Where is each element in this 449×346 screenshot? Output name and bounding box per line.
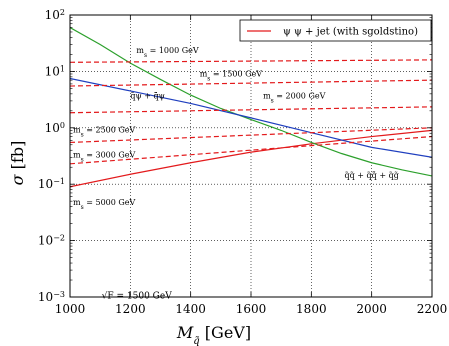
series-line-0 (70, 129, 432, 188)
series-line-6 (70, 127, 432, 144)
series-line-1 (70, 26, 432, 177)
legend: ψ ψ + jet (with sgoldstino) (239, 19, 432, 42)
y-axis-title: σ [fb] (8, 141, 27, 186)
y-tick-label: 10−1 (38, 177, 65, 192)
legend-box (239, 19, 432, 42)
x-tick-label: 1200 (115, 302, 146, 316)
annotation-sqq: q̃q̃ + q̃q̄̃ + q̃g̃ (345, 171, 399, 180)
legend-label: ψ ψ + jet (with sgoldstino) (283, 27, 418, 38)
annotation-ms1000: ms = 1000 GeV (136, 46, 199, 59)
series-line-7 (70, 135, 432, 165)
x-tick-label: 2200 (417, 302, 448, 316)
series-line-2 (70, 77, 432, 158)
y-tick-label: 10−3 (38, 290, 65, 305)
annotation-ms3000: ms = 3000 GeV (73, 150, 136, 163)
y-tick-label: 102 (45, 8, 65, 23)
series-line-4 (70, 79, 432, 87)
annotation-ms2000: ms = 2000 GeV (263, 92, 326, 105)
annotation-ms1500: ms = 1500 GeV (200, 69, 263, 82)
y-tick-label: 100 (45, 120, 65, 135)
annotation-sqrtF: √F = 1500 GeV (102, 290, 173, 301)
x-tick-label: 1000 (55, 302, 86, 316)
grid (70, 15, 432, 297)
series-line-3 (70, 59, 432, 63)
x-tick-label: 1400 (175, 302, 206, 316)
annotation-ms5000: ms = 5000 GeV (73, 198, 136, 211)
ticks: 1000 1200 1400 1600 1800 2000 2200 10−3 10−2 10−1… (38, 8, 447, 317)
y-tick-label: 10−2 (38, 233, 65, 248)
x-tick-label: 1800 (296, 302, 327, 316)
series-layer (70, 26, 432, 188)
y-tick-label: 101 (45, 64, 65, 79)
annotations: ms = 1000 GeV ms = 1500 GeV q̃ψ + q̄̃ψ m… (73, 46, 399, 301)
series-line-5 (70, 106, 432, 114)
x-tick-label: 1600 (236, 302, 267, 316)
annotation-ms2500: ms = 2500 GeV (73, 126, 136, 139)
x-axis-title: Mq̃ [GeV] (176, 323, 251, 346)
x-tick-label: 2000 (356, 302, 387, 316)
annotation-qpsi: q̃ψ + q̄̃ψ (130, 92, 165, 101)
